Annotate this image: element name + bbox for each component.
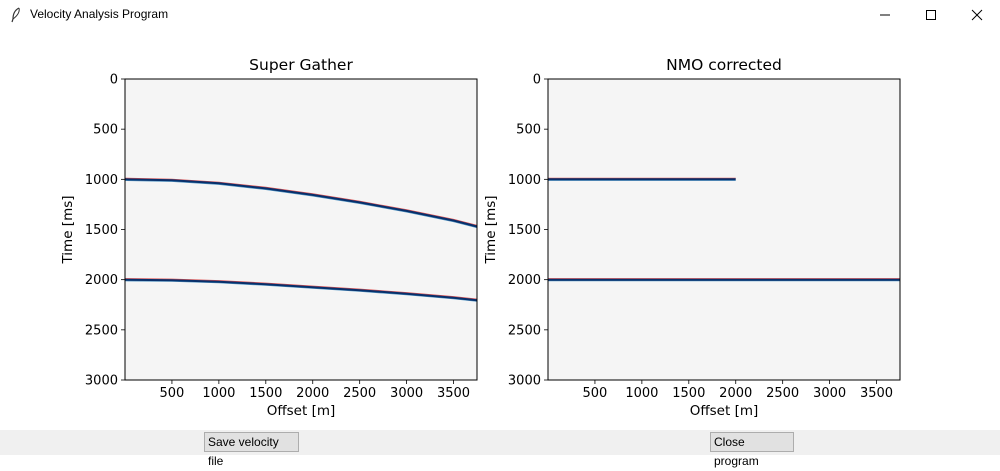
x-tick-label: 500 [160,386,185,401]
y-tick-label: 0 [110,73,118,88]
x-tick-label: 1000 [625,386,658,401]
y-tick-label: 1000 [85,173,118,188]
x-axis-label: Offset [m] [690,403,759,419]
y-tick-label: 500 [516,123,541,138]
y-tick-label: 3000 [85,374,118,389]
chart-title: Super Gather [249,56,353,74]
x-tick-label: 3500 [860,386,893,401]
series-2-line [124,278,478,302]
y-tick-label: 2000 [508,273,541,288]
maximize-button[interactable] [908,0,954,30]
chart-2: 500 1000 1500 2000 2500 3000 3500 0 500 1000 1500 2… [483,56,901,419]
y-tick-label: 2500 [85,323,118,338]
title-bar: Velocity Analysis Program [0,0,1000,30]
y-tick-label: 1000 [508,173,541,188]
y-tick-label: 2000 [85,273,118,288]
y-tick-label: 3000 [508,374,541,389]
minimize-button[interactable] [862,0,908,30]
figure-canvas: 500 1000 1500 2000 2500 3000 3500 0 500 1000 1500 2… [0,30,1000,430]
chart-1: 500 1000 1500 2000 2500 3000 3500 0 500 1000 1500 2… [60,56,478,419]
x-axis-label: Offset [m] [267,403,336,419]
y-axis-label: Time [ms] [483,195,499,264]
x-tick-label: 500 [583,386,608,401]
plot-area [125,79,477,380]
series-1-line [124,178,478,228]
close-program-button[interactable]: Close program [710,432,794,468]
plot-area [548,79,900,380]
button-bar: Save velocity file Close program [0,430,1000,468]
x-tick-label: 3500 [437,386,470,401]
figure-svg: 500 1000 1500 2000 2500 3000 3500 0 500 1000 1500 2… [60,56,901,419]
close-window-button[interactable] [954,0,1000,30]
x-tick-label: 1000 [202,386,235,401]
x-tick-label: 1500 [672,386,705,401]
x-tick-label: 2500 [766,386,799,401]
x-tick-label: 1500 [249,386,282,401]
y-tick-label: 0 [533,73,541,88]
y-tick-label: 2500 [508,323,541,338]
x-tick-label: 3000 [390,386,423,401]
close-icon [971,9,983,21]
y-tick-label: 1500 [508,223,541,238]
y-tick-label: 500 [93,123,118,138]
x-tick-label: 3000 [813,386,846,401]
window-title: Velocity Analysis Program [30,7,169,21]
y-tick-label: 1500 [85,223,118,238]
feather-icon [11,7,20,23]
x-tick-label: 2500 [343,386,376,401]
minimize-icon [880,14,890,16]
x-tick-label: 2000 [719,386,752,401]
x-tick-label: 2000 [296,386,329,401]
maximize-icon [926,10,936,20]
chart-title: NMO corrected [666,56,782,74]
y-axis-label: Time [ms] [60,195,76,264]
save-velocity-button[interactable]: Save velocity file [204,432,299,468]
